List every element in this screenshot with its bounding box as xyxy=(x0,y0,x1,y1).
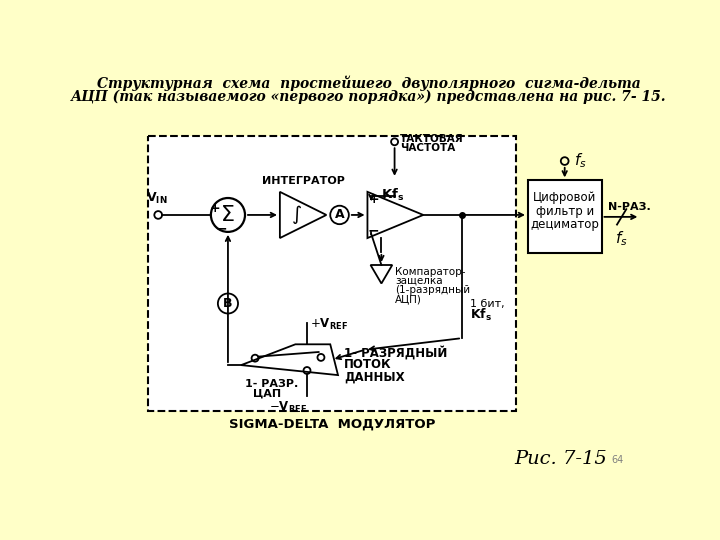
Text: $\mathbf{Kf_s}$: $\mathbf{Kf_s}$ xyxy=(469,307,492,323)
Text: Рис. 7-15: Рис. 7-15 xyxy=(515,450,608,468)
Text: ПОТОК: ПОТОК xyxy=(344,358,392,371)
Text: Σ: Σ xyxy=(221,205,235,225)
Text: ∫: ∫ xyxy=(292,205,302,225)
Text: 64: 64 xyxy=(611,455,623,465)
Text: 1 бит,: 1 бит, xyxy=(469,299,505,308)
Text: дециматор: дециматор xyxy=(530,219,599,232)
Text: +: + xyxy=(369,193,379,206)
Text: $\mathbf{Kf_s}$: $\mathbf{Kf_s}$ xyxy=(381,186,404,202)
Text: $\mathbf{V_{IN}}$: $\mathbf{V_{IN}}$ xyxy=(146,191,168,206)
Text: фильтр и: фильтр и xyxy=(536,205,594,218)
Text: $\mathit{f_s}$: $\mathit{f_s}$ xyxy=(615,229,627,248)
Text: АЦП): АЦП) xyxy=(395,294,422,304)
Text: A: A xyxy=(335,208,344,221)
Text: (1-разрядный: (1-разрядный xyxy=(395,285,470,295)
Text: защелка: защелка xyxy=(395,276,443,286)
Bar xyxy=(148,137,516,411)
Text: ИНТЕГРАТОР: ИНТЕГРАТОР xyxy=(261,176,345,186)
Text: Цифровой: Цифровой xyxy=(533,191,596,204)
Text: ТАКТОВАЯ: ТАКТОВАЯ xyxy=(400,134,464,144)
Text: N-РАЗ.: N-РАЗ. xyxy=(608,202,650,212)
Text: $\mathit{f_s}$: $\mathit{f_s}$ xyxy=(574,151,587,170)
Text: −: − xyxy=(216,221,228,235)
Text: ЧАСТОТА: ЧАСТОТА xyxy=(400,143,455,153)
Text: Структурная  схема  простейшего  двуполярного  сигма-дельта: Структурная схема простейшего двуполярно… xyxy=(97,76,641,91)
Text: ДАННЫХ: ДАННЫХ xyxy=(344,370,405,383)
Text: +: + xyxy=(210,202,220,215)
Bar xyxy=(528,180,601,253)
Text: Компаратор-: Компаратор- xyxy=(395,267,466,276)
Text: SIGMA-DELTA  МОДУЛЯТОР: SIGMA-DELTA МОДУЛЯТОР xyxy=(229,417,436,430)
Text: $-\mathbf{V_{REF}}$: $-\mathbf{V_{REF}}$ xyxy=(269,400,307,415)
Text: 1- РАЗР.: 1- РАЗР. xyxy=(245,379,298,389)
Text: АЦП (так называемого «первого порядка») представлена на рис. 7- 15.: АЦП (так называемого «первого порядка») … xyxy=(71,90,667,104)
Text: −: − xyxy=(368,224,379,238)
Text: ЦАП: ЦАП xyxy=(253,389,281,399)
Text: $+\mathbf{V_{REF}}$: $+\mathbf{V_{REF}}$ xyxy=(310,317,348,332)
Text: 1- РАЗРЯДНЫЙ: 1- РАЗРЯДНЫЙ xyxy=(344,346,448,360)
Text: B: B xyxy=(223,297,233,310)
